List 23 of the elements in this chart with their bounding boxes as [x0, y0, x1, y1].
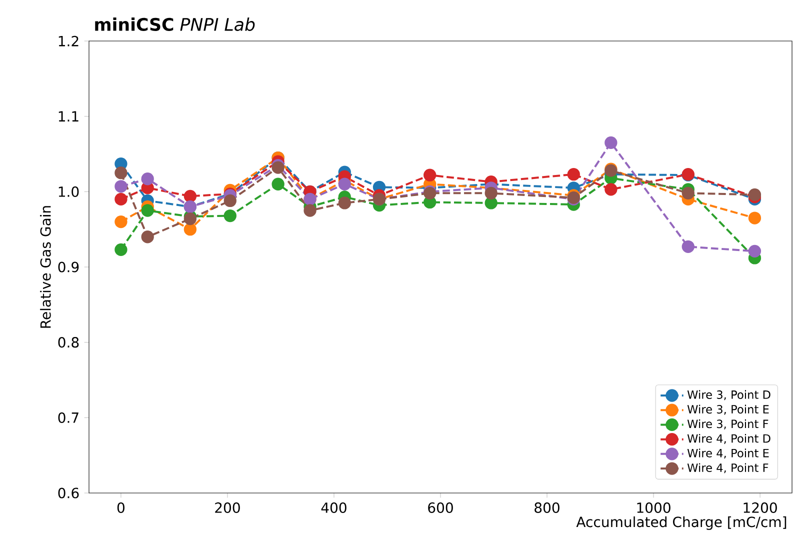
legend-label: Wire 3, Point F [687, 419, 768, 430]
x-tick-label: 800 [534, 502, 560, 513]
y-tick-label: 0.6 [58, 488, 79, 498]
x-tick-label: 200 [215, 502, 240, 513]
legend-label: Wire 4, Point E [687, 448, 769, 459]
x-tick-label: 1000 [637, 502, 670, 513]
x-axis-title: Accumulated Charge [mC/cm] [576, 516, 786, 530]
chart-title: miniCSC PNPI Lab [95, 18, 255, 31]
y-tick-label: 0.7 [58, 412, 78, 423]
legend-label: Wire 3, Point D [687, 390, 770, 400]
y-tick-label: 0.8 [58, 337, 79, 348]
x-tick-label: 600 [428, 502, 453, 513]
x-tick-label: 1200 [744, 502, 777, 513]
y-tick-label: 0.9 [58, 262, 79, 272]
x-tick-label: 0 [117, 502, 124, 513]
legend-label: Wire 3, Point E [687, 404, 769, 415]
x-tick-label: 400 [321, 502, 346, 513]
legend-label: Wire 4, Point D [687, 434, 770, 444]
legend-label: Wire 4, Point F [687, 463, 768, 474]
y-tick-label: 1.1 [58, 111, 78, 122]
y-axis-title: Relative Gas Gain [40, 206, 51, 328]
y-tick-label: 1.2 [58, 36, 78, 46]
y-tick-label: 1.0 [58, 186, 79, 197]
